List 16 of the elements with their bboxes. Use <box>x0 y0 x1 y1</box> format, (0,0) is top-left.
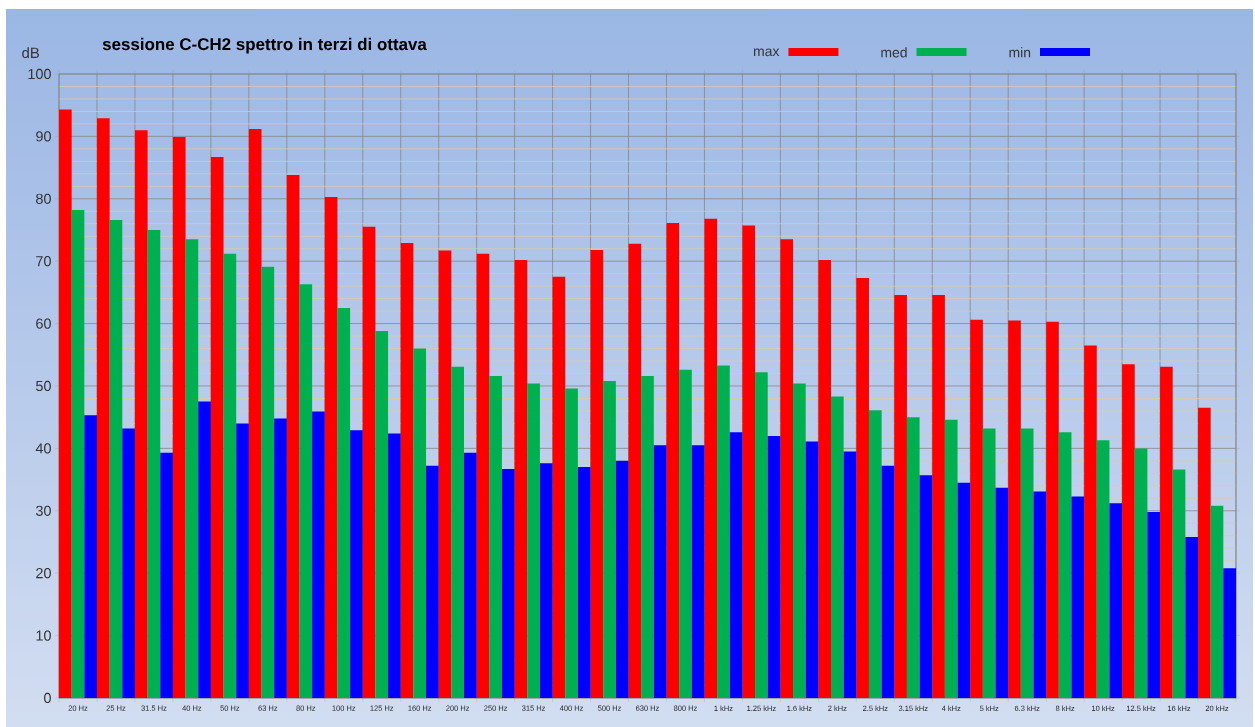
y-tick-label: 60 <box>36 318 51 329</box>
y-tick-label: 70 <box>36 256 51 267</box>
legend-label: max <box>754 48 780 57</box>
legend-label: med <box>881 47 907 58</box>
y-tick-label: 20 <box>36 568 51 579</box>
y-tick-label: 100 <box>28 68 51 80</box>
y-tick-label: 80 <box>36 193 51 204</box>
legend-label: min <box>1009 47 1031 58</box>
y-tick-label: 0 <box>44 692 51 704</box>
y-axis-title: dB <box>22 47 40 59</box>
chart-title: sessione C-CH2 spettro in terzi di ottava <box>102 37 427 54</box>
y-tick-label: 90 <box>36 131 51 142</box>
y-tick-label: 10 <box>36 630 51 641</box>
y-tick-label: 50 <box>36 380 51 392</box>
y-tick-label: 40 <box>35 443 51 454</box>
y-tick-label: 30 <box>35 505 51 516</box>
